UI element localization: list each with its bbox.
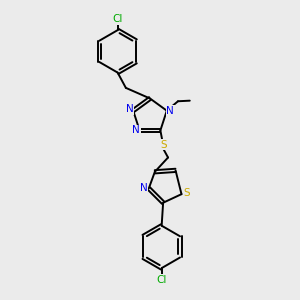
Text: N: N: [132, 125, 140, 135]
Text: S: S: [184, 188, 190, 198]
Text: N: N: [167, 106, 174, 116]
Text: S: S: [160, 140, 167, 150]
Text: Cl: Cl: [157, 275, 167, 285]
Text: Cl: Cl: [112, 14, 123, 24]
Text: N: N: [140, 183, 147, 193]
Text: N: N: [126, 104, 134, 114]
